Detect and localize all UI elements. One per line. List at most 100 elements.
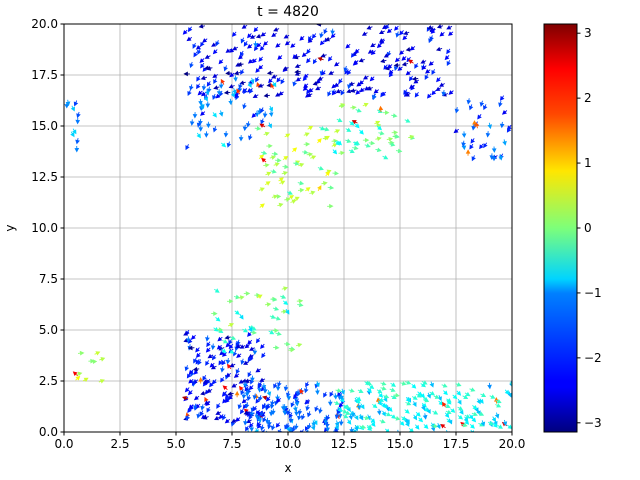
quiver-arrow bbox=[192, 42, 197, 49]
quiver-arrow bbox=[183, 71, 190, 77]
quiver-arrow bbox=[382, 155, 389, 160]
quiver-arrow bbox=[307, 423, 312, 430]
quiver-arrow bbox=[203, 95, 208, 102]
quiver-arrow bbox=[261, 352, 266, 359]
quiver-arrow bbox=[469, 143, 474, 150]
quiver-arrow bbox=[346, 419, 352, 425]
quiver-arrow bbox=[193, 357, 198, 364]
quiver-arrow bbox=[199, 410, 204, 417]
quiver-arrow bbox=[222, 352, 227, 357]
quiver-arrow bbox=[196, 83, 201, 90]
quiver-arrow bbox=[332, 149, 338, 155]
quiver-arrow bbox=[288, 347, 295, 353]
quiver-arrow bbox=[314, 405, 319, 412]
quiver-arrow bbox=[218, 82, 224, 89]
quiver-arrow bbox=[468, 104, 474, 111]
quiver-arrow bbox=[212, 73, 219, 78]
quiver-arrow bbox=[98, 379, 105, 384]
quiver-arrow bbox=[380, 386, 387, 391]
quiver-arrow bbox=[189, 61, 194, 69]
quiver-arrow bbox=[436, 422, 441, 430]
quiver-arrow bbox=[358, 57, 365, 63]
quiver-arrow bbox=[432, 410, 439, 415]
quiver-arrow bbox=[252, 405, 258, 412]
quiver-arrow bbox=[367, 49, 374, 54]
quiver-arrow bbox=[354, 123, 360, 129]
quiver-arrow bbox=[334, 424, 339, 431]
quiver-arrow bbox=[290, 199, 297, 204]
quiver-arrow bbox=[359, 129, 364, 135]
quiver-arrow bbox=[197, 90, 203, 96]
quiver-arrow bbox=[424, 73, 429, 80]
quiver-arrow bbox=[244, 390, 250, 397]
quiver-arrow bbox=[260, 150, 268, 156]
quiver-arrow bbox=[202, 374, 207, 381]
quiver-arrow bbox=[282, 300, 289, 306]
quiver-arrow bbox=[368, 384, 375, 389]
quiver-arrow bbox=[242, 124, 248, 132]
quiver-arrow bbox=[227, 298, 234, 304]
quiver-arrow bbox=[377, 400, 383, 406]
quiver-arrow bbox=[497, 424, 503, 429]
quiver-arrow bbox=[197, 359, 202, 366]
quiver-arrow bbox=[499, 95, 505, 101]
quiver-arrow bbox=[405, 380, 412, 385]
quiver-arrow bbox=[228, 349, 235, 354]
quiver-arrow bbox=[234, 310, 240, 315]
quiver-arrow bbox=[296, 298, 304, 304]
quiver-arrow bbox=[247, 339, 253, 345]
quiver-arrow bbox=[300, 413, 306, 421]
quiver-arrow bbox=[393, 134, 400, 139]
quiver-arrow bbox=[399, 420, 405, 426]
quiver-arrow bbox=[394, 416, 401, 421]
quiver-arrow bbox=[296, 414, 302, 421]
quiver-arrow bbox=[240, 68, 245, 75]
quiver-arrow bbox=[420, 392, 426, 398]
quiver-arrow bbox=[370, 421, 376, 427]
quiver-arrow bbox=[90, 359, 98, 364]
quiver-arrow bbox=[494, 412, 500, 419]
quiver-arrow bbox=[325, 171, 331, 177]
quiver-arrow bbox=[362, 102, 369, 108]
quiver-arrow bbox=[275, 384, 281, 392]
quiver-arrow bbox=[237, 403, 243, 410]
quiver-arrow bbox=[285, 423, 291, 430]
quiver-arrow bbox=[431, 423, 439, 429]
quiver-arrow bbox=[201, 84, 207, 91]
quiver-arrow bbox=[275, 331, 282, 336]
quiver-arrow bbox=[431, 90, 437, 96]
y-tick-label: 5.0 bbox=[39, 323, 58, 337]
quiver-arrow bbox=[336, 391, 342, 397]
quiver-arrow bbox=[202, 415, 209, 420]
quiver-arrow bbox=[99, 357, 106, 362]
quiver-arrow bbox=[195, 352, 201, 358]
quiver-arrow bbox=[187, 89, 192, 96]
quiver-arrow bbox=[259, 410, 265, 417]
quiver-arrow bbox=[75, 117, 81, 125]
quiver-arrow bbox=[282, 408, 288, 416]
quiver-arrow bbox=[369, 76, 375, 82]
quiver-arrow bbox=[368, 140, 376, 146]
quiver-arrow bbox=[340, 388, 345, 395]
quiver-arrow bbox=[220, 376, 225, 383]
y-axis-label: y bbox=[3, 224, 17, 231]
quiver-arrow bbox=[302, 75, 308, 82]
quiver-arrow bbox=[478, 422, 485, 427]
quiver-arrow bbox=[335, 388, 342, 393]
quiver-arrow bbox=[75, 137, 80, 145]
quiver-arrow bbox=[450, 408, 456, 413]
quiver-arrow bbox=[440, 424, 446, 429]
quiver-arrow bbox=[429, 391, 435, 396]
quiver-arrow bbox=[297, 302, 304, 308]
quiver-arrow bbox=[272, 328, 279, 333]
quiver-arrow bbox=[226, 141, 232, 148]
quiver-arrow bbox=[258, 187, 265, 192]
quiver-arrow bbox=[263, 387, 268, 394]
quiver-arrow bbox=[198, 377, 204, 384]
quiver-arrow bbox=[435, 46, 443, 52]
quiver-arrow bbox=[205, 360, 210, 366]
quiver-arrow bbox=[421, 65, 427, 70]
quiver-arrow bbox=[423, 424, 429, 429]
quiver-arrow bbox=[393, 62, 401, 68]
